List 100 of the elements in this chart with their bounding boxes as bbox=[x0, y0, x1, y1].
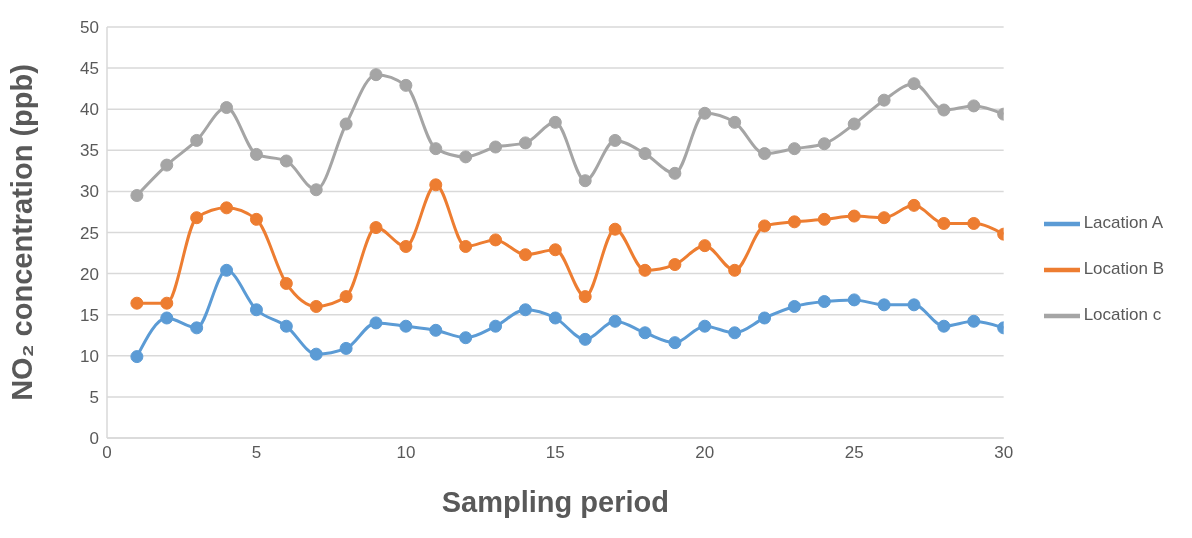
y-tick-label: 20 bbox=[80, 264, 99, 284]
point bbox=[309, 347, 323, 361]
y-tick-label: 25 bbox=[80, 223, 99, 243]
point bbox=[907, 298, 921, 312]
x-tick-label: 5 bbox=[251, 443, 262, 463]
point bbox=[728, 263, 742, 277]
x-axis-title: Sampling period bbox=[441, 486, 669, 518]
point bbox=[130, 350, 144, 364]
point bbox=[608, 314, 622, 328]
point bbox=[399, 78, 413, 92]
point bbox=[369, 221, 383, 235]
point bbox=[279, 276, 293, 290]
y-axis-title: NO₂ concentration (ppb) bbox=[6, 64, 39, 401]
point bbox=[907, 198, 921, 212]
point bbox=[429, 323, 443, 337]
point bbox=[967, 216, 981, 230]
x-tick-label: 0 bbox=[102, 443, 112, 463]
y-tick-label: 45 bbox=[80, 59, 99, 79]
point bbox=[309, 299, 323, 313]
point bbox=[279, 154, 293, 168]
point bbox=[728, 115, 742, 129]
point bbox=[787, 215, 801, 229]
point bbox=[877, 298, 891, 312]
legend-label: Location c bbox=[1083, 305, 1162, 324]
point bbox=[787, 299, 801, 313]
point bbox=[817, 295, 831, 309]
point bbox=[429, 142, 443, 156]
point bbox=[758, 311, 772, 325]
point bbox=[279, 319, 293, 333]
point bbox=[369, 68, 383, 82]
point bbox=[787, 142, 801, 156]
point bbox=[399, 239, 413, 253]
point bbox=[847, 117, 861, 131]
point bbox=[249, 212, 263, 226]
point bbox=[249, 147, 263, 161]
point bbox=[518, 248, 532, 262]
point bbox=[459, 150, 473, 164]
point bbox=[967, 99, 981, 113]
legend-label: Lacation A bbox=[1083, 213, 1164, 232]
point bbox=[339, 117, 353, 131]
point bbox=[429, 178, 443, 192]
point bbox=[548, 115, 562, 129]
point bbox=[698, 319, 712, 333]
point bbox=[459, 331, 473, 345]
y-tick-label: 15 bbox=[80, 305, 99, 325]
point bbox=[249, 303, 263, 317]
point bbox=[728, 326, 742, 340]
point bbox=[817, 212, 831, 226]
point bbox=[518, 136, 532, 150]
point bbox=[638, 326, 652, 340]
point bbox=[130, 189, 144, 203]
point bbox=[817, 137, 831, 151]
point bbox=[190, 321, 204, 335]
point bbox=[160, 158, 174, 172]
legend-label: Location B bbox=[1083, 259, 1164, 278]
y-tick-label: 5 bbox=[89, 387, 99, 407]
point bbox=[339, 341, 353, 355]
point bbox=[578, 332, 592, 346]
point bbox=[698, 106, 712, 120]
point bbox=[847, 209, 861, 223]
y-tick-label: 0 bbox=[89, 429, 99, 449]
point bbox=[608, 222, 622, 236]
point bbox=[220, 201, 234, 215]
point bbox=[668, 258, 682, 272]
y-tick-label: 30 bbox=[80, 182, 99, 202]
x-tick-label: 10 bbox=[396, 443, 416, 463]
point bbox=[758, 219, 772, 233]
point bbox=[518, 303, 532, 317]
point bbox=[190, 133, 204, 147]
point bbox=[399, 319, 413, 333]
point bbox=[668, 336, 682, 350]
point bbox=[489, 140, 503, 154]
point bbox=[489, 233, 503, 247]
point bbox=[608, 133, 622, 147]
point bbox=[937, 216, 951, 230]
point bbox=[668, 166, 682, 180]
point bbox=[937, 319, 951, 333]
point bbox=[847, 293, 861, 307]
x-tick-label: 15 bbox=[545, 443, 565, 463]
point bbox=[548, 311, 562, 325]
x-tick-label: 25 bbox=[844, 443, 864, 463]
point bbox=[548, 243, 562, 257]
point bbox=[309, 183, 323, 197]
point bbox=[877, 93, 891, 107]
point bbox=[638, 147, 652, 161]
point bbox=[967, 314, 981, 328]
point bbox=[937, 103, 951, 117]
point bbox=[220, 101, 234, 115]
y-tick-label: 35 bbox=[80, 141, 99, 161]
point bbox=[489, 319, 503, 333]
point bbox=[220, 263, 234, 277]
x-tick-label: 20 bbox=[695, 443, 715, 463]
point bbox=[130, 296, 144, 310]
point bbox=[638, 263, 652, 277]
point bbox=[698, 239, 712, 253]
point bbox=[190, 211, 204, 225]
point bbox=[369, 316, 383, 330]
y-tick-label: 10 bbox=[80, 346, 99, 366]
point bbox=[459, 239, 473, 253]
point bbox=[339, 290, 353, 304]
